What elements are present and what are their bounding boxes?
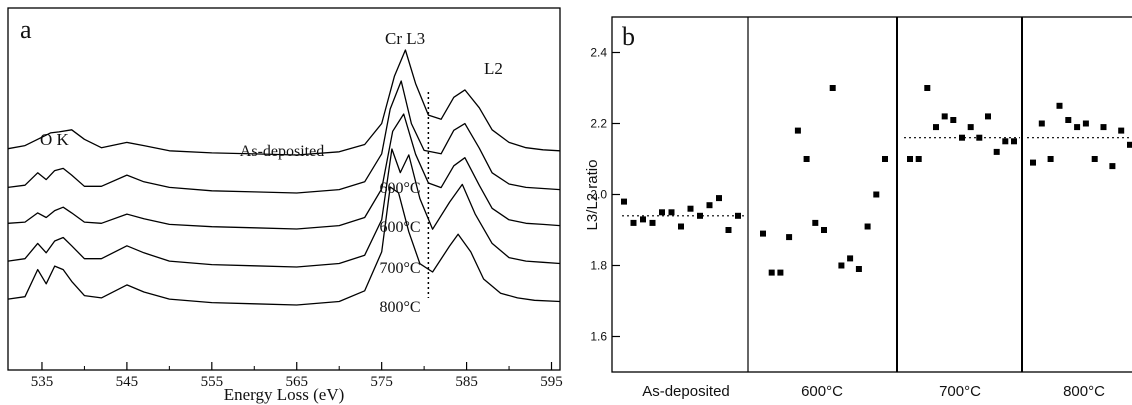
ratio-point-2-4: [941, 113, 948, 120]
panel-b-y-axis: 1.6 1.8 2.0 2.2 2.4: [590, 46, 620, 344]
ratio-point-3-1: [1038, 120, 1045, 127]
ratio-point-0-5: [668, 209, 675, 216]
panel-b-category-labels: As-deposited 600°C 700°C 800°C: [642, 383, 1105, 400]
ratio-point-2-11: [1002, 138, 1009, 145]
ratio-point-0-9: [706, 202, 713, 209]
ratio-point-2-8: [976, 134, 983, 141]
ratio-point-1-4: [794, 127, 801, 134]
ratio-point-1-3: [786, 234, 793, 241]
ratio-point-1-10: [847, 255, 854, 262]
x-tick-label-575: 575: [370, 374, 393, 390]
ratio-point-1-8: [829, 85, 836, 91]
ratio-point-0-4: [659, 209, 665, 216]
ratio-point-1-14: [882, 156, 888, 162]
ratio-point-1-0: [760, 230, 766, 237]
ratio-point-3-10: [1118, 127, 1125, 134]
spectrum-label-3: 700°C: [379, 260, 420, 277]
y-tick-label-2.4: 2.4: [590, 46, 607, 60]
ratio-point-3-3: [1056, 102, 1063, 109]
ratio-point-0-12: [735, 212, 741, 219]
x-tick-label-585: 585: [455, 374, 478, 390]
panel-a-x-axis-label: Energy Loss (eV): [224, 385, 345, 404]
spectrum-line-3: [7, 148, 561, 268]
ratio-point-0-3: [649, 219, 656, 226]
spectrum-line-4: [7, 186, 561, 306]
panel-a-label: a: [20, 15, 32, 44]
x-tick-label-595: 595: [540, 374, 563, 390]
ratio-point-2-10: [993, 148, 1000, 155]
spectrum-label-1: 600°C: [379, 180, 420, 197]
ratio-point-1-5: [803, 156, 810, 162]
spectrum-label-0: As-deposited: [240, 143, 324, 160]
panel-a-series-labels: As-deposited 600°C 600°C 700°C 800°C: [240, 143, 421, 316]
ratio-point-2-6: [959, 134, 965, 141]
panel-a-series: [7, 49, 561, 306]
ratio-point-0-10: [716, 195, 722, 202]
category-label-3: 800°C: [1063, 383, 1105, 400]
ratio-point-0-11: [725, 227, 732, 233]
ratio-point-0-2: [640, 216, 646, 223]
ratio-point-3-4: [1065, 117, 1072, 123]
ratio-point-1-1: [768, 269, 775, 276]
ratio-point-0-7: [687, 205, 694, 212]
category-label-1: 600°C: [801, 383, 843, 400]
panel-b-mean-lines: [622, 137, 1132, 217]
ratio-point-3-0: [1030, 159, 1036, 166]
panel-a: a O K Cr L3 L2 535 545 555 565 575 585 595 As-…: [7, 7, 563, 404]
ratio-point-3-9: [1109, 163, 1116, 170]
category-label-2: 700°C: [939, 383, 981, 400]
spectrum-label-4: 800°C: [379, 299, 420, 316]
panel-b-frame: [611, 16, 1132, 373]
ratio-point-1-6: [812, 219, 819, 226]
ratio-point-3-8: [1100, 124, 1107, 131]
x-tick-label-545: 545: [116, 374, 139, 390]
ratio-point-0-1: [630, 219, 637, 226]
y-tick-label-2.2: 2.2: [590, 117, 607, 131]
y-tick-label-2: 2.0: [590, 188, 607, 202]
panel-b: b L3/L2 ratio 1.6 1.8 2.0 2.2 2.4 As-deposit…: [584, 16, 1132, 400]
spectrum-line-2: [7, 113, 561, 230]
x-tick-label-555: 555: [201, 374, 224, 390]
ratio-point-1-9: [838, 262, 845, 269]
panel-b-label: b: [622, 22, 635, 51]
ratio-point-0-0: [621, 198, 627, 205]
spectrum-label-2: 600°C: [379, 219, 420, 236]
x-tick-label-565: 565: [285, 374, 308, 390]
panel-a-x-axis: 535 545 555 565 575 585 595: [31, 362, 563, 390]
annotation-l2: L2: [484, 59, 503, 78]
ratio-point-1-2: [777, 269, 784, 276]
ratio-point-3-7: [1091, 156, 1098, 162]
ratio-point-2-2: [924, 85, 931, 91]
ratio-point-1-12: [864, 223, 871, 230]
ratio-point-2-1: [915, 156, 922, 162]
ratio-point-2-3: [933, 124, 939, 131]
panel-b-y-axis-label: L3/L2 ratio: [584, 160, 601, 231]
ratio-point-3-5: [1074, 124, 1081, 131]
ratio-point-0-8: [697, 212, 703, 219]
annotation-cr-l3: Cr L3: [385, 29, 425, 48]
y-tick-label-1.6: 1.6: [590, 330, 607, 344]
ratio-point-0-6: [678, 223, 684, 230]
ratio-point-3-2: [1047, 156, 1054, 162]
ratio-point-2-5: [950, 117, 957, 123]
ratio-point-2-12: [1011, 138, 1017, 145]
ratio-point-3-6: [1082, 120, 1089, 127]
ratio-point-2-0: [907, 156, 913, 162]
spectrum-line-0: [7, 49, 561, 156]
category-label-0: As-deposited: [642, 383, 730, 400]
ratio-point-1-13: [873, 191, 880, 198]
panel-b-points: [621, 85, 1132, 276]
y-tick-label-1.8: 1.8: [590, 259, 607, 273]
panel-b-dividers: [747, 17, 1023, 372]
x-tick-label-535: 535: [31, 374, 54, 390]
panel-a-frame: [7, 7, 561, 371]
ratio-point-1-7: [821, 227, 827, 233]
ratio-point-1-11: [855, 266, 862, 272]
spectrum-line-1: [7, 80, 561, 194]
ratio-point-3-11: [1127, 141, 1132, 148]
ratio-point-2-9: [985, 113, 991, 120]
ratio-point-2-7: [967, 124, 974, 131]
